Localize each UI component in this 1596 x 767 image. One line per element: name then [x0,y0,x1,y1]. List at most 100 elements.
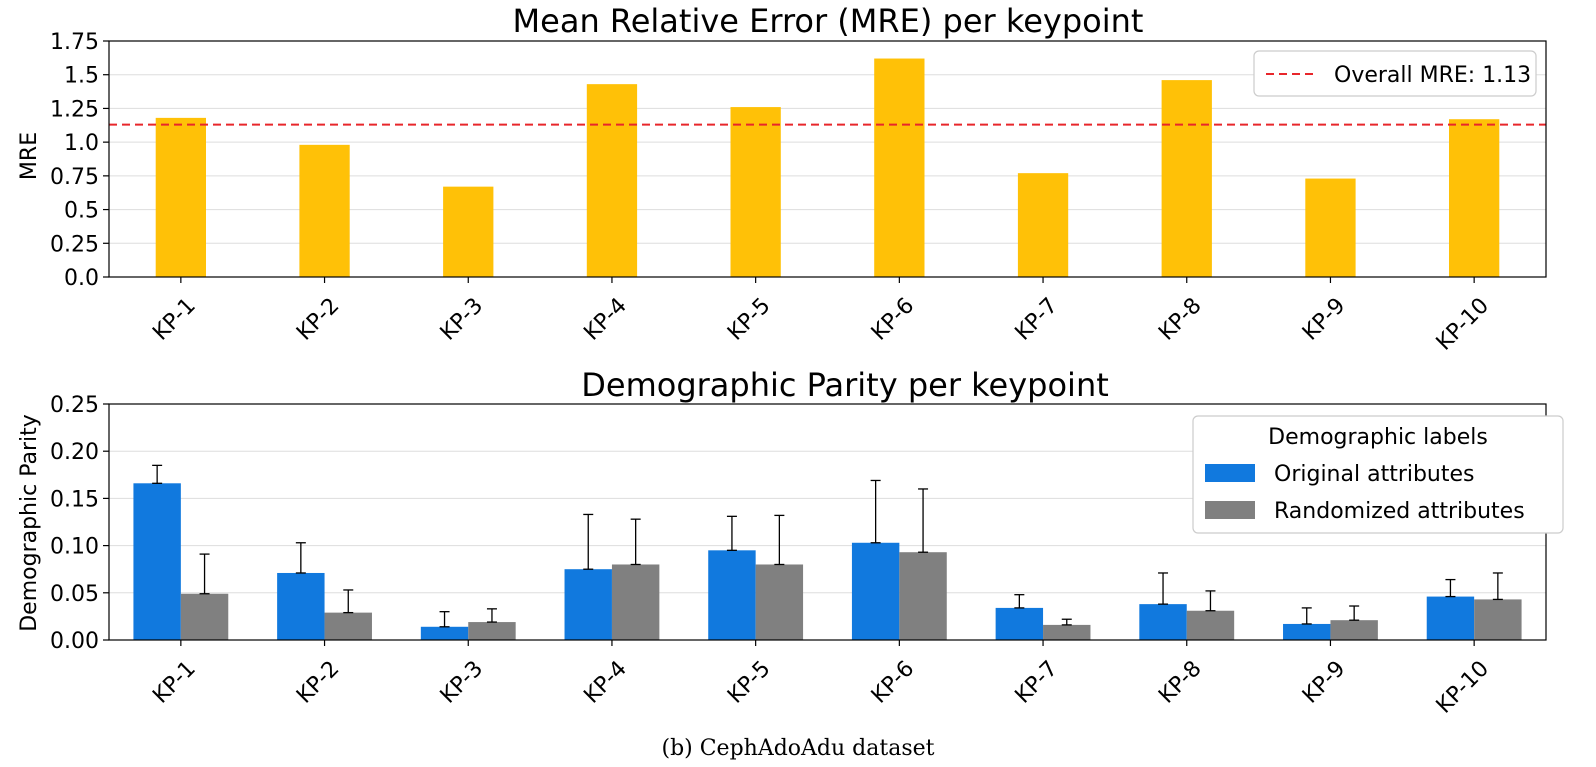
x-tick-label-kp-2: KP-2 [292,656,344,708]
y-tick-label: 1.0 [64,131,99,156]
mre-y-ticks: 0.0 0.25 0.5 0.75 1.0 1.25 1.5 1.75 [50,30,109,291]
original-error-bar-kp-3 [439,611,450,628]
mre-chart: Mean Relative Error (MRE) per keypoint M… [17,2,1547,356]
original-attributes-legend-label: Original attributes [1274,462,1475,487]
parity-legend-title: Demographic labels [1268,425,1488,450]
randomized-bar-kp-10 [1474,599,1522,640]
parity-error-bars [152,464,1503,628]
y-tick-label: 1.25 [50,97,99,122]
x-tick-label-kp-8: KP-8 [1154,656,1206,708]
y-tick-label: 1.5 [64,64,99,89]
mre-chart-title: Mean Relative Error (MRE) per keypoint [513,2,1144,40]
y-tick-label: 1.75 [50,30,99,55]
original-attributes-legend-swatch [1205,464,1255,482]
original-error-bar-kp-5 [726,515,737,551]
randomized-error-bar-kp-4 [630,518,641,566]
x-tick-label-kp-6: KP-6 [867,293,919,345]
y-tick-label: 0.25 [50,232,99,257]
randomized-error-bar-kp-1 [199,553,210,595]
x-tick-label-kp-9: KP-9 [1298,656,1350,708]
mre-plot-frame [108,40,1547,278]
randomized-error-bar-kp-2 [343,589,354,614]
mre-bar-kp-10 [1449,119,1500,278]
mre-bars [155,58,1500,278]
mre-bar-kp-6 [874,58,925,277]
x-tick-label-kp-7: KP-7 [1011,656,1063,708]
original-error-bar-kp-1 [152,464,163,484]
randomized-error-bar-kp-3 [486,608,497,623]
x-tick-label-kp-5: KP-5 [723,293,775,345]
original-error-bar-kp-6 [870,479,881,544]
original-bar-kp-6 [851,542,900,640]
mre-x-ticks: KP-1 KP-2 KP-3 KP-4 KP-5 KP-6 KP-7 KP-8 KP-9 KP-1… [148,277,1494,356]
y-tick-label: 0.5 [64,199,99,224]
x-tick-label-kp-3: KP-3 [436,293,488,345]
randomized-bar-kp-6 [899,552,947,640]
original-bar-kp-9 [1283,623,1331,640]
y-tick-label: 0.75 [50,165,99,190]
original-bar-kp-8 [1139,604,1187,640]
x-tick-label-kp-4: KP-4 [579,656,631,708]
x-tick-label-kp-7: KP-7 [1011,293,1063,345]
parity-x-ticks: KP-1 KP-2 KP-3 KP-4 KP-5 KP-6 KP-7 KP-8 KP-9 KP-1… [148,640,1494,719]
mre-bar-kp-1 [155,117,206,278]
original-bar-kp-1 [133,483,181,640]
original-bar-kp-7 [995,607,1044,640]
original-error-bar-kp-10 [1445,578,1456,598]
randomized-bar-kp-3 [468,622,516,640]
mre-bar-kp-9 [1305,178,1356,277]
y-tick-label: 0.00 [50,629,99,654]
x-tick-label-kp-9: KP-9 [1298,293,1350,345]
original-error-bar-kp-8 [1158,572,1169,605]
mre-bar-kp-7 [1017,173,1069,277]
mre-bar-kp-5 [730,107,781,277]
mre-legend: Overall MRE: 1.13 [1253,50,1537,97]
parity-y-ticks: 0.00 0.05 0.10 0.15 0.20 0.25 [50,393,109,654]
figure-caption: (b) CephAdoAdu dataset [661,736,935,761]
parity-chart-title: Demographic Parity per keypoint [581,366,1109,404]
mre-legend-box [1253,50,1537,97]
randomized-bar-kp-8 [1186,610,1235,640]
randomized-error-bar-kp-6 [918,488,929,553]
overall-mre-legend-label: Overall MRE: 1.13 [1334,63,1531,88]
x-tick-label-kp-8: KP-8 [1154,293,1206,345]
x-tick-label-kp-2: KP-2 [292,293,344,345]
original-bar-kp-4 [564,569,612,640]
parity-y-axis-label: Demographic Parity [17,414,42,632]
randomized-attributes-legend-label: Randomized attributes [1274,499,1525,524]
randomized-bar-kp-1 [180,593,229,640]
original-bar-kp-10 [1426,596,1475,640]
mre-bar-kp-3 [443,186,494,277]
randomized-bar-kp-7 [1043,624,1091,640]
original-bar-kp-5 [708,550,756,640]
original-bar-kp-3 [420,626,469,640]
mre-bar-kp-2 [299,144,350,277]
original-error-bar-kp-4 [583,513,594,570]
randomized-error-bar-kp-5 [774,514,785,566]
parity-bars [133,483,1522,640]
parity-chart: Demographic Parity per keypoint Demograp… [17,366,1564,719]
y-tick-label: 0.15 [50,487,99,512]
x-tick-label-kp-6: KP-6 [867,656,919,708]
randomized-bar-kp-5 [755,564,804,640]
mre-bar-kp-4 [586,84,638,277]
randomized-attributes-legend-swatch [1205,501,1255,519]
parity-legend: Demographic labels Original attributes R… [1192,415,1564,534]
mre-y-axis-label: MRE [17,132,42,180]
mre-bar-kp-8 [1161,80,1212,277]
original-error-bar-kp-7 [1014,594,1025,609]
x-tick-label-kp-1: KP-1 [148,293,200,345]
x-tick-label-kp-5: KP-5 [723,656,775,708]
y-tick-label: 0.25 [50,393,99,418]
y-tick-label: 0.10 [50,535,99,560]
randomized-bar-kp-9 [1330,620,1378,640]
parity-legend-box [1192,415,1564,534]
randomized-error-bar-kp-8 [1205,590,1216,612]
x-tick-label-kp-10: KP-10 [1432,293,1494,355]
y-tick-label: 0.0 [64,266,99,291]
randomized-error-bar-kp-10 [1492,572,1503,601]
original-bar-kp-2 [277,572,325,640]
randomized-bar-kp-4 [611,564,660,640]
x-tick-label-kp-10: KP-10 [1432,656,1494,718]
